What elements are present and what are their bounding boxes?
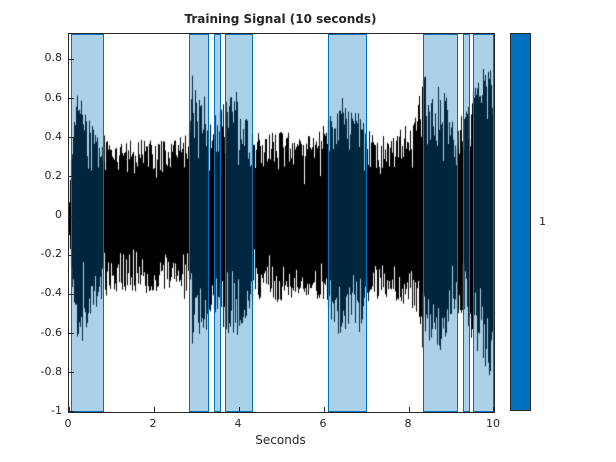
chart-title: Training Signal (10 seconds) <box>184 12 377 26</box>
y-tick-label: 0.6 <box>44 90 63 104</box>
mask-region <box>328 34 367 412</box>
x-tick-mark <box>69 407 70 412</box>
mask-region <box>188 34 210 412</box>
y-tick-mark <box>69 293 74 295</box>
mask-region <box>423 34 458 412</box>
plot-area <box>68 33 495 413</box>
y-tick-mark <box>69 372 74 374</box>
y-tick-mark <box>69 333 74 335</box>
y-tick-mark <box>69 411 74 412</box>
y-tick-mark <box>69 137 74 139</box>
mask-region <box>214 34 222 412</box>
y-tick-mark <box>69 215 74 217</box>
x-tick-label: 0 <box>64 417 72 430</box>
x-tick-label: 2 <box>149 417 157 430</box>
mask-region <box>462 34 470 412</box>
x-tick-mark <box>493 407 494 412</box>
y-tick-mark <box>69 58 74 60</box>
x-tick-label: 4 <box>234 417 242 430</box>
y-tick-mark <box>69 98 74 100</box>
mask-region <box>224 34 254 412</box>
mask-region <box>71 34 104 412</box>
mask-region <box>472 34 494 412</box>
x-tick-label: 8 <box>404 417 412 430</box>
colorbar <box>510 33 531 411</box>
x-axis-label: Seconds <box>255 433 306 447</box>
y-tick-label: 0 <box>55 208 62 222</box>
x-tick-label: 10 <box>486 417 500 430</box>
y-tick-label: -0.4 <box>40 286 62 300</box>
x-tick-mark <box>153 407 155 412</box>
y-tick-label: 0.8 <box>44 51 63 65</box>
x-tick-label: 6 <box>319 417 327 430</box>
y-tick-label: 0.2 <box>44 168 63 182</box>
y-tick-label: -0.2 <box>40 247 62 261</box>
x-tick-mark <box>323 407 325 412</box>
y-tick-label: 0.4 <box>44 129 63 143</box>
y-tick-label: -0.6 <box>40 325 62 339</box>
x-tick-mark <box>238 407 240 412</box>
y-tick-label: -0.8 <box>40 364 62 378</box>
x-tick-mark <box>408 407 410 412</box>
y-tick-label: -1 <box>51 404 62 417</box>
y-tick-mark <box>69 254 74 256</box>
y-tick-mark <box>69 176 74 178</box>
colorbar-tick-label: 1 <box>539 215 546 228</box>
